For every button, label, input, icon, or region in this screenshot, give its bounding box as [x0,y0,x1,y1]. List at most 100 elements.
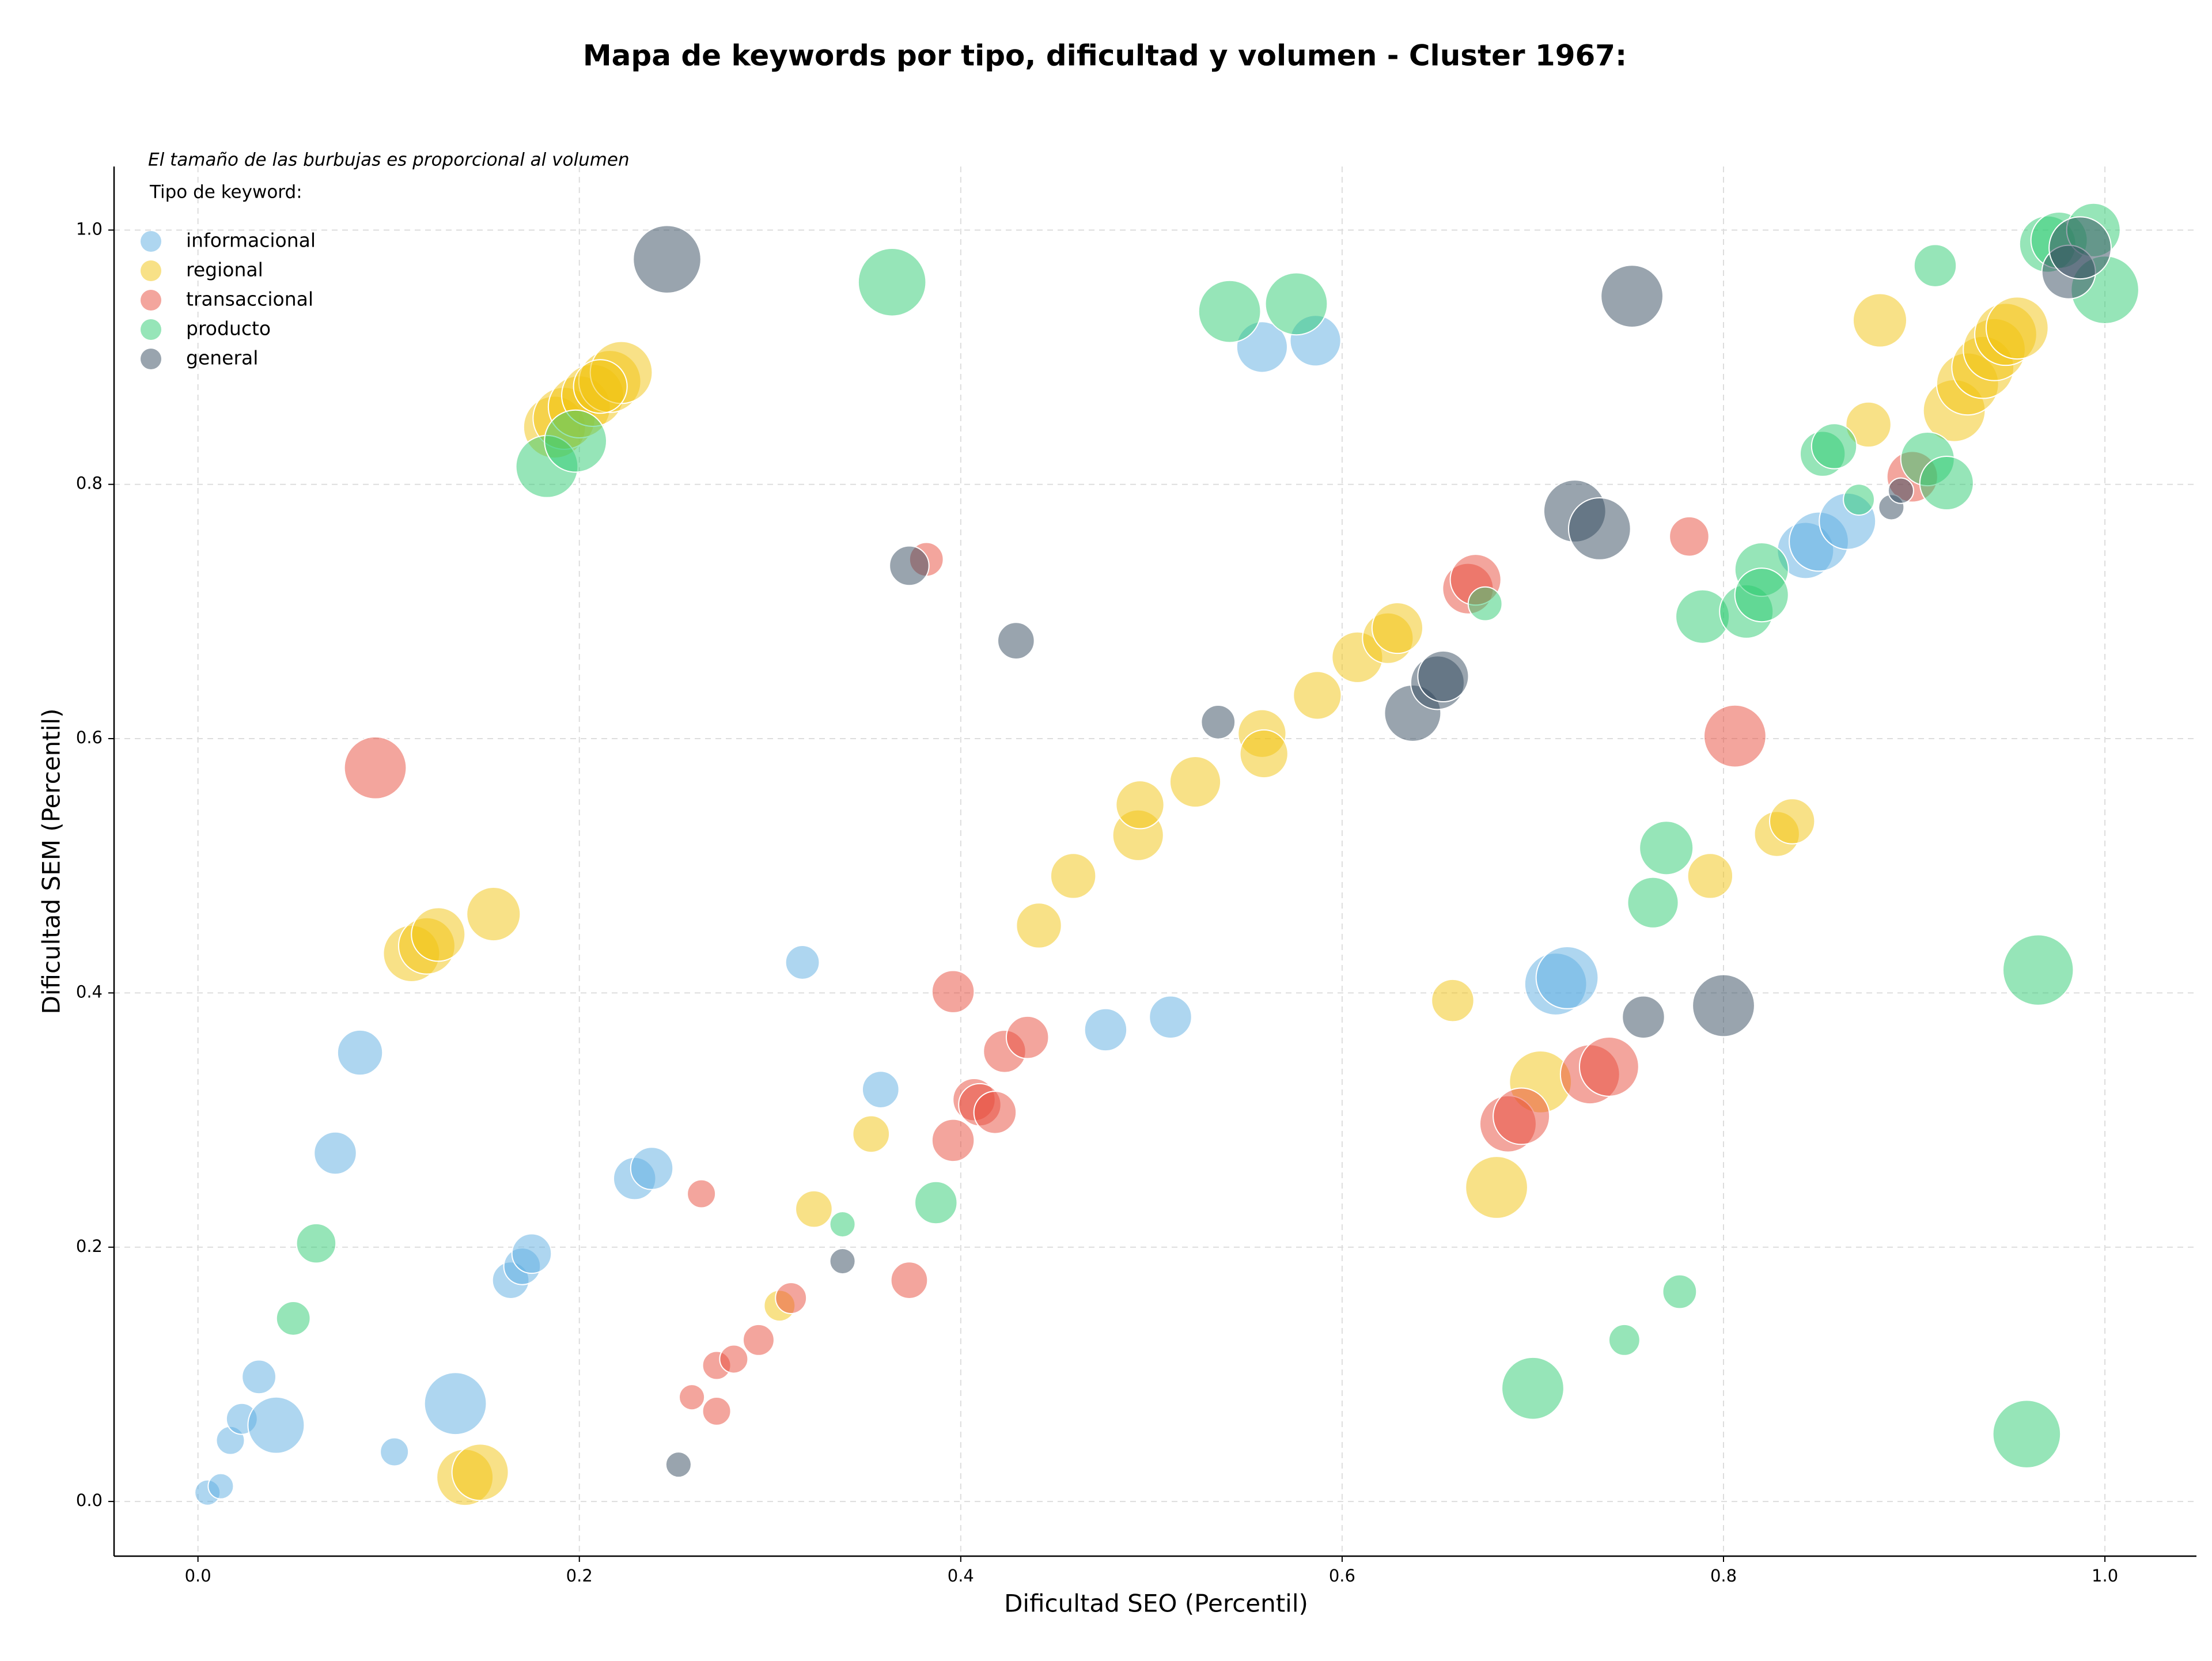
bubble [1639,820,1694,876]
bubble [1662,1274,1698,1310]
bubble [1887,477,1914,504]
bubble [466,887,521,942]
bubble [380,1437,410,1467]
bubble [1913,244,1957,287]
bubble [1992,1399,2062,1469]
bubble [1627,876,1679,929]
bubble [931,970,975,1013]
x-tick-label: 0.6 [1329,1566,1355,1586]
bubble [1016,902,1062,949]
bubble [997,622,1035,660]
legend-marker [141,260,161,281]
bubble [2048,216,2112,280]
bubble [632,225,702,294]
bubble [1465,1156,1528,1219]
bubble [296,1223,337,1264]
bubble [973,1091,1017,1134]
legend-label: general [186,347,258,369]
bubble [1431,978,1475,1023]
x-tick-label: 0.8 [1710,1566,1737,1586]
x-tick-label: 1.0 [2092,1566,2118,1586]
bubble [1703,704,1767,768]
bubble [573,359,628,414]
y-tick-label: 0.6 [76,728,103,747]
bubble [890,1261,929,1299]
y-tick-label: 0.0 [76,1490,103,1510]
bubble [1293,671,1342,720]
y-tick-label: 0.4 [76,982,103,1001]
bubble [1005,1015,1050,1060]
bubble [1501,1356,1565,1420]
bubble [889,545,930,587]
bubble [687,1179,717,1209]
bubble [931,1118,975,1163]
bubble [1769,798,1816,845]
bubble [336,1029,384,1076]
bubble [702,1396,732,1426]
bubble [719,1344,749,1374]
bubble [742,1323,775,1356]
bubble [1050,853,1097,899]
bubble [1845,401,1892,448]
bubble [1239,729,1289,779]
x-axis-label: Dificultad SEO (Percentil) [1004,1590,1308,1618]
bubble [852,1115,891,1153]
y-tick-label: 0.8 [76,474,103,493]
bubble [1535,946,1599,1009]
bubble [1417,650,1469,702]
chart-title: Mapa de keywords por tipo, dificultad y … [583,39,1627,73]
bubble [1084,1008,1128,1052]
bubble [679,1384,706,1411]
bubble [343,736,407,800]
legend-marker [141,319,161,340]
bubble [1264,272,1328,336]
bubble [544,409,608,473]
bubble [1985,296,2049,360]
bubble [1669,516,1710,557]
bubble [829,1210,856,1238]
legend-label: regional [186,259,263,281]
bubble [630,1147,674,1190]
bubble [1852,293,1907,348]
bubble [313,1131,357,1175]
bubble [1493,1087,1551,1145]
bubble [207,1473,234,1500]
bubble [1200,704,1236,740]
bubble [1600,264,1664,328]
bubble [665,1451,692,1478]
bubble [775,1282,808,1314]
bubble [861,1070,900,1108]
bubble [1734,567,1789,623]
bubble [411,907,466,962]
bubble [241,1359,276,1395]
bubble [275,1300,311,1336]
bubble [511,1233,552,1274]
x-tick-label: 0.4 [948,1566,974,1586]
legend-marker [141,231,161,252]
y-axis-label: Dificultad SEM (Percentil) [37,709,66,1015]
bubble [1843,483,1875,516]
legend-label: transaccional [186,288,313,311]
legend-note: El tamaño de las burbujas es proporciona… [148,150,630,171]
bubble [857,248,927,317]
bubble [914,1181,958,1225]
y-tick-label: 1.0 [76,219,103,239]
y-tick-label: 0.2 [76,1236,103,1256]
legend-marker [141,349,161,369]
bubble [1578,1036,1639,1097]
bubble [785,945,820,980]
bubble [1371,601,1424,654]
bubble [1169,755,1222,808]
legend-title: Tipo de keyword: [149,182,302,203]
bubble [1692,974,1755,1038]
bubble [795,1190,833,1228]
legend-marker [141,290,161,311]
bubble [1149,995,1192,1039]
bubble [2002,934,2074,1006]
bubble [247,1396,305,1454]
bubble [1608,1323,1641,1356]
bubble [451,1443,509,1501]
bubble [1919,455,1974,511]
